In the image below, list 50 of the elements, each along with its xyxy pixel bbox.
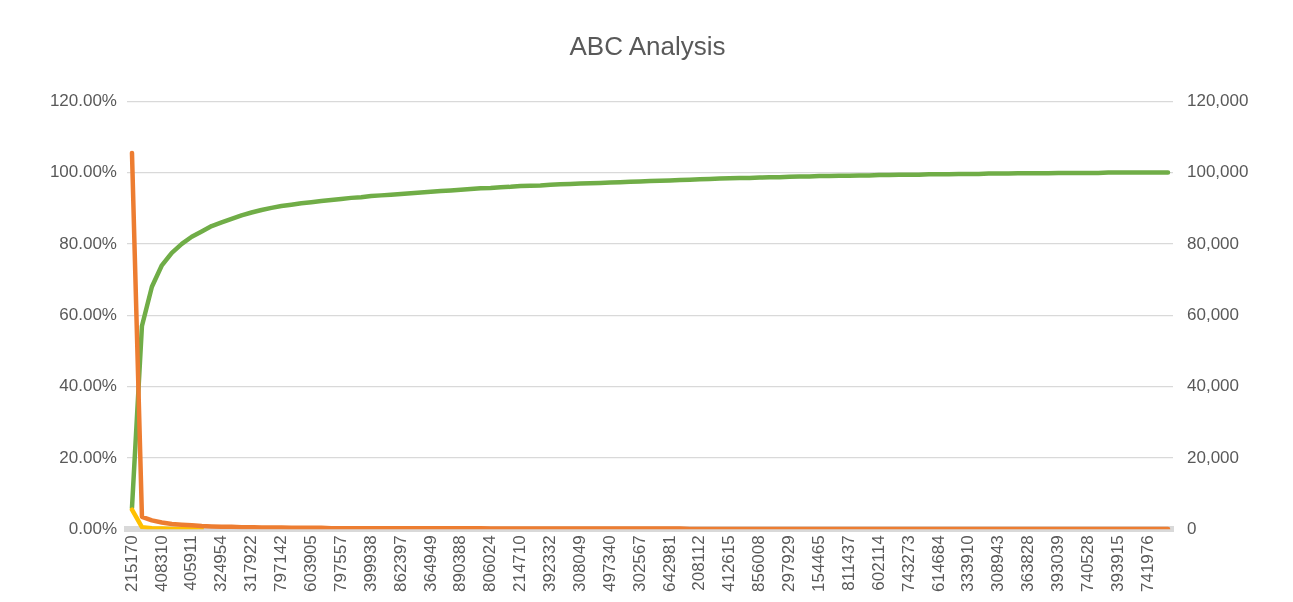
x-tick-label: 797557 <box>330 535 350 593</box>
y-tick-label: 0.00% <box>68 518 117 538</box>
y2-tick-label: 120,000 <box>1187 90 1249 110</box>
x-tick-label: 215170 <box>121 535 141 593</box>
chart-title: ABC Analysis <box>569 30 726 61</box>
y2-tick-label: 60,000 <box>1187 304 1239 324</box>
x-tick-label: 214710 <box>510 535 530 593</box>
x-tick-label: 363828 <box>1018 535 1038 593</box>
y2-tick-label: 0 <box>1187 518 1197 538</box>
x-tick-label: 862397 <box>390 535 410 593</box>
x-tick-label: 297929 <box>779 535 799 593</box>
x-tick-label: 890388 <box>450 535 470 593</box>
x-tick-label: 208112 <box>689 535 709 591</box>
x-tick-label: 642981 <box>659 535 679 593</box>
x-tick-label: 797142 <box>271 535 291 593</box>
y-tick-label: 60.00% <box>59 304 117 324</box>
x-tick-label: 412615 <box>719 535 739 593</box>
x-tick-label: 302567 <box>629 535 649 593</box>
x-tick-label: 392332 <box>540 535 560 593</box>
y2-tick-label: 80,000 <box>1187 233 1239 253</box>
x-tick-label: 497340 <box>599 535 619 593</box>
y2-tick-label: 40,000 <box>1187 376 1239 396</box>
x-tick-label: 743273 <box>898 535 918 593</box>
x-tick-label: 408310 <box>151 535 171 593</box>
x-tick-label: 393039 <box>1048 535 1068 593</box>
x-tick-label: 603905 <box>300 535 320 593</box>
y-tick-label: 100.00% <box>49 162 117 182</box>
x-tick-label: 811437 <box>838 535 858 591</box>
x-tick-label: 393915 <box>1107 535 1127 593</box>
y2-tick-label: 20,000 <box>1187 447 1239 467</box>
x-tick-label: 740528 <box>1078 535 1098 593</box>
x-tick-label: 324954 <box>211 535 231 593</box>
x-tick-label: 333910 <box>958 535 978 593</box>
x-tick-label: 317922 <box>241 535 261 593</box>
y-tick-label: 40.00% <box>59 376 117 396</box>
y-tick-label: 120.00% <box>49 90 117 110</box>
x-tick-label: 405911 <box>181 535 201 591</box>
x-tick-label: 364949 <box>420 535 440 593</box>
x-tick-label: 741976 <box>1137 535 1157 593</box>
x-tick-label: 308049 <box>569 535 589 593</box>
x-tick-label: 154465 <box>809 535 829 593</box>
x-tick-label: 602114 <box>868 535 888 591</box>
x-tick-label: 614684 <box>928 535 948 593</box>
x-tick-label: 308943 <box>988 535 1008 593</box>
x-tick-label: 806024 <box>480 535 500 593</box>
y-tick-label: 80.00% <box>59 233 117 253</box>
y2-tick-label: 100,000 <box>1187 162 1249 182</box>
x-tick-label: 856008 <box>749 535 769 593</box>
x-tick-label: 399938 <box>360 535 380 593</box>
y-tick-label: 20.00% <box>59 447 117 467</box>
